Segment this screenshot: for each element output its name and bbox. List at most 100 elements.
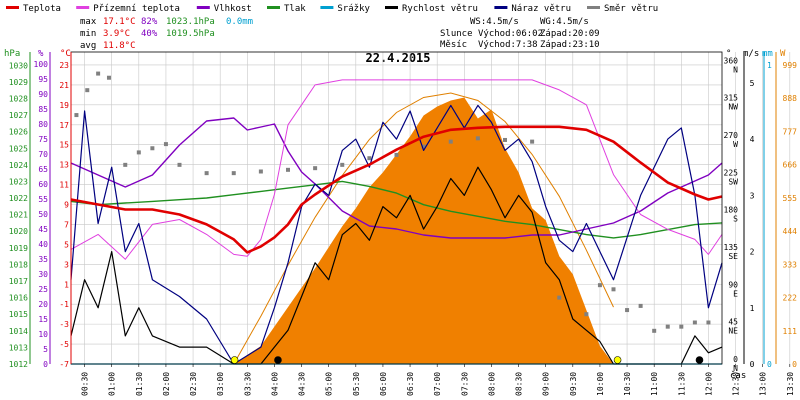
pressure-tick: 1020 (9, 227, 28, 236)
wind-direction-point (652, 328, 657, 333)
solar-tick: 222 (783, 294, 798, 303)
temperature-tick: -3 (59, 320, 69, 329)
time-tick-label: 03:30 (243, 372, 252, 396)
pressure-tick: 1023 (9, 177, 28, 186)
time-tick-label: 02:00 (162, 372, 171, 396)
wind-direction-point (421, 144, 426, 149)
pressure-tick: 1012 (9, 360, 28, 369)
sunrise-marker (230, 356, 239, 364)
wind-dir-label: N (733, 364, 738, 373)
legend-label-vlhkost: Vlhkost (214, 4, 252, 14)
chart-title: 22.4.2015 (365, 51, 430, 65)
rain-tick: 0 (767, 360, 772, 369)
wind-dir-label: N (733, 65, 738, 74)
humidity-tick: 20 (38, 300, 48, 309)
humidity-tick: 45 (38, 225, 48, 234)
pressure-tick: 1025 (9, 144, 28, 153)
pressure-tick: 1022 (9, 194, 28, 203)
stat-max-hum: 82% (141, 17, 158, 27)
temperature-tick: 5 (64, 240, 69, 249)
wind-direction-point (136, 150, 141, 155)
legend-swatch-teplota (6, 6, 19, 9)
wind-dir-label: S (733, 215, 738, 224)
wind-direction-point (367, 156, 372, 161)
temperature-tick: -5 (59, 340, 69, 349)
temperature-tick: 15 (59, 141, 69, 150)
solar-tick: 777 (783, 127, 798, 136)
solar-tick: 111 (783, 327, 798, 336)
wind-direction-point (96, 71, 101, 76)
legend: Teplota Přízemní teplota Vlhkost Tlak Srážky… (6, 4, 658, 14)
temperature-tick: -7 (59, 360, 69, 369)
wind-direction-point (204, 171, 209, 176)
wind-direction-point (584, 312, 589, 317)
time-tick-label: 11:00 (650, 372, 659, 396)
legend-label-prizemni-teplota: Přízemní teplota (93, 4, 180, 14)
legend-label-naraz-vetru: Náraz větru (511, 4, 571, 14)
legend-swatch-rychlost-vetru (385, 6, 398, 9)
wind-direction-point (177, 162, 182, 167)
unit-ms: m/s (743, 49, 759, 59)
wind-ws: WS:4.5m/s (470, 17, 519, 27)
wind-direction-point (475, 136, 480, 141)
series-humidity (70, 117, 723, 239)
stat-min-label: min (80, 29, 96, 39)
humidity-tick: 85 (38, 105, 48, 114)
unit-mm: mm (762, 49, 773, 59)
time-tick-label: 05:30 (352, 372, 361, 396)
wind-dir-label: W (733, 140, 738, 149)
moon-set: Západ:23:10 (540, 40, 600, 50)
pressure-tick: 1026 (9, 128, 28, 137)
series-pressure (70, 180, 723, 239)
time-tick-label: 04:00 (270, 372, 279, 396)
wind-direction-point (150, 146, 155, 151)
humidity-tick: 95 (38, 75, 48, 84)
wind-direction-point (611, 287, 616, 292)
stat-max-label: max (80, 17, 97, 27)
wind-direction-point (258, 169, 263, 174)
wind-dir-tick: 225 (724, 168, 739, 177)
stats-panel: max 17.1°C 82% 1023.1hPa 0.0mm min 3.9°C… (80, 17, 600, 51)
stat-max-temp: 17.1°C (103, 17, 136, 27)
solar-tick: 333 (783, 260, 798, 269)
wind-direction-point (85, 88, 90, 93)
time-tick-label: 10:00 (596, 372, 605, 396)
temperature-tick: 11 (59, 181, 69, 190)
stat-min-temp: 3.9°C (103, 29, 130, 39)
wind-direction-point (340, 162, 345, 167)
time-tick-label: 09:00 (542, 372, 551, 396)
time-tick-label: 02:30 (189, 372, 198, 396)
humidity-tick: 30 (38, 270, 48, 279)
series-ground-temperature (70, 79, 723, 260)
solar-tick: 999 (783, 61, 798, 70)
wind-dir-tick: 270 (724, 131, 739, 140)
pressure-tick: 1016 (9, 294, 28, 303)
temperature-tick: 3 (64, 260, 69, 269)
rain-tick: 1 (767, 61, 772, 70)
wind-direction-point (503, 137, 507, 142)
legend-label-rychlost-vetru: Rychlost větru (402, 4, 478, 14)
series-wind-gust (70, 104, 723, 365)
time-tick-label: 10:30 (623, 372, 632, 396)
wind-speed-tick: 2 (750, 248, 755, 257)
wind-dir-label: NE (728, 327, 738, 336)
time-tick-label: 08:30 (515, 372, 524, 396)
moon-rise: Východ:7:38 (478, 40, 538, 50)
solar-tick: 666 (783, 161, 798, 170)
wind-direction-point (123, 162, 128, 167)
stat-avg-temp: 11.8°C (103, 41, 136, 51)
humidity-tick: 0 (43, 360, 48, 369)
wind-direction-point (597, 283, 602, 288)
humidity-tick: 5 (43, 345, 48, 354)
wind-speed-tick: 0 (750, 360, 755, 369)
series-theoretical-radiation (233, 92, 614, 365)
time-tick-label: 01:30 (135, 372, 144, 396)
temperature-tick: 9 (64, 201, 69, 210)
time-tick-label: 04:30 (298, 372, 307, 396)
time-tick-label: 09:30 (569, 372, 578, 396)
unit-hpa: hPa (4, 49, 20, 59)
humidity-tick: 70 (38, 150, 48, 159)
humidity-tick: 100 (34, 60, 49, 69)
time-tick-label: 08:00 (487, 372, 496, 396)
